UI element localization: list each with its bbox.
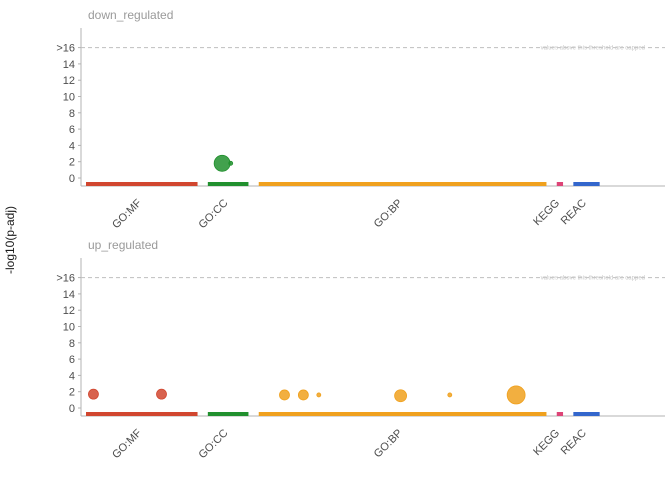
panel-title: up_regulated <box>88 238 158 252</box>
data-point <box>506 385 526 405</box>
source-bar-kegg <box>556 182 564 186</box>
y-tick-label: 10 <box>63 92 75 104</box>
source-bar-go-bp <box>258 182 547 186</box>
source-bar-go-bp <box>258 412 547 416</box>
source-bar-reac <box>573 182 600 186</box>
threshold-note: values above this threshold are capped <box>541 46 645 52</box>
source-bar-go-cc <box>207 412 249 416</box>
data-point <box>228 160 234 166</box>
panel-2: up_regulated 0 2 4 6 8 10 12 14 >16 values above t… <box>56 238 665 461</box>
data-point <box>297 389 309 401</box>
y-tick-label: 0 <box>69 173 75 185</box>
x-category-label: GO:CC <box>196 427 230 461</box>
y-axis-label: -log10(p-adj) <box>3 206 17 274</box>
data-point <box>316 392 322 398</box>
y-tick-label: 0 <box>69 403 75 415</box>
source-bar-go-mf <box>86 182 198 186</box>
x-category-label: REAC <box>559 197 589 227</box>
y-tick-label: 2 <box>69 157 75 169</box>
source-bar-go-cc <box>207 182 249 186</box>
source-bar-go-mf <box>86 412 198 416</box>
x-category-label: GO:BP <box>372 427 405 460</box>
y-tick-label: 8 <box>69 338 75 350</box>
data-point <box>394 389 408 403</box>
y-tick-label: 12 <box>63 75 75 87</box>
y-tick-label: 10 <box>63 322 75 334</box>
x-category-label: GO:MF <box>110 427 144 461</box>
data-point <box>447 392 453 398</box>
y-tick-label: >16 <box>56 273 75 285</box>
x-category-label: GO:MF <box>110 197 144 231</box>
x-category-label: REAC <box>559 427 589 457</box>
panel-title: down_regulated <box>88 8 173 22</box>
data-point <box>213 154 231 172</box>
source-bar-kegg <box>556 412 564 416</box>
y-tick-label: 8 <box>69 108 75 120</box>
data-point <box>88 388 99 400</box>
data-point <box>279 389 290 401</box>
y-tick-label: 4 <box>69 140 75 152</box>
y-tick-label: 2 <box>69 387 75 399</box>
y-tick-label: 4 <box>69 370 75 382</box>
y-tick-label: 14 <box>63 289 75 301</box>
threshold-note: values above this threshold are capped <box>541 276 645 282</box>
x-category-label: KEGG <box>531 197 562 228</box>
y-tick-label: 12 <box>63 305 75 317</box>
y-tick-label: 14 <box>63 59 75 71</box>
panel-1: down_regulated 0 2 4 6 8 10 12 14 >16 values above… <box>56 8 665 231</box>
x-category-label: GO:BP <box>372 197 405 230</box>
y-tick-label: 6 <box>69 124 75 136</box>
x-category-label: KEGG <box>531 427 562 458</box>
source-bar-reac <box>573 412 600 416</box>
x-category-label: GO:CC <box>196 197 230 231</box>
y-tick-label: 6 <box>69 354 75 366</box>
y-tick-label: >16 <box>56 43 75 55</box>
data-point <box>156 388 167 400</box>
